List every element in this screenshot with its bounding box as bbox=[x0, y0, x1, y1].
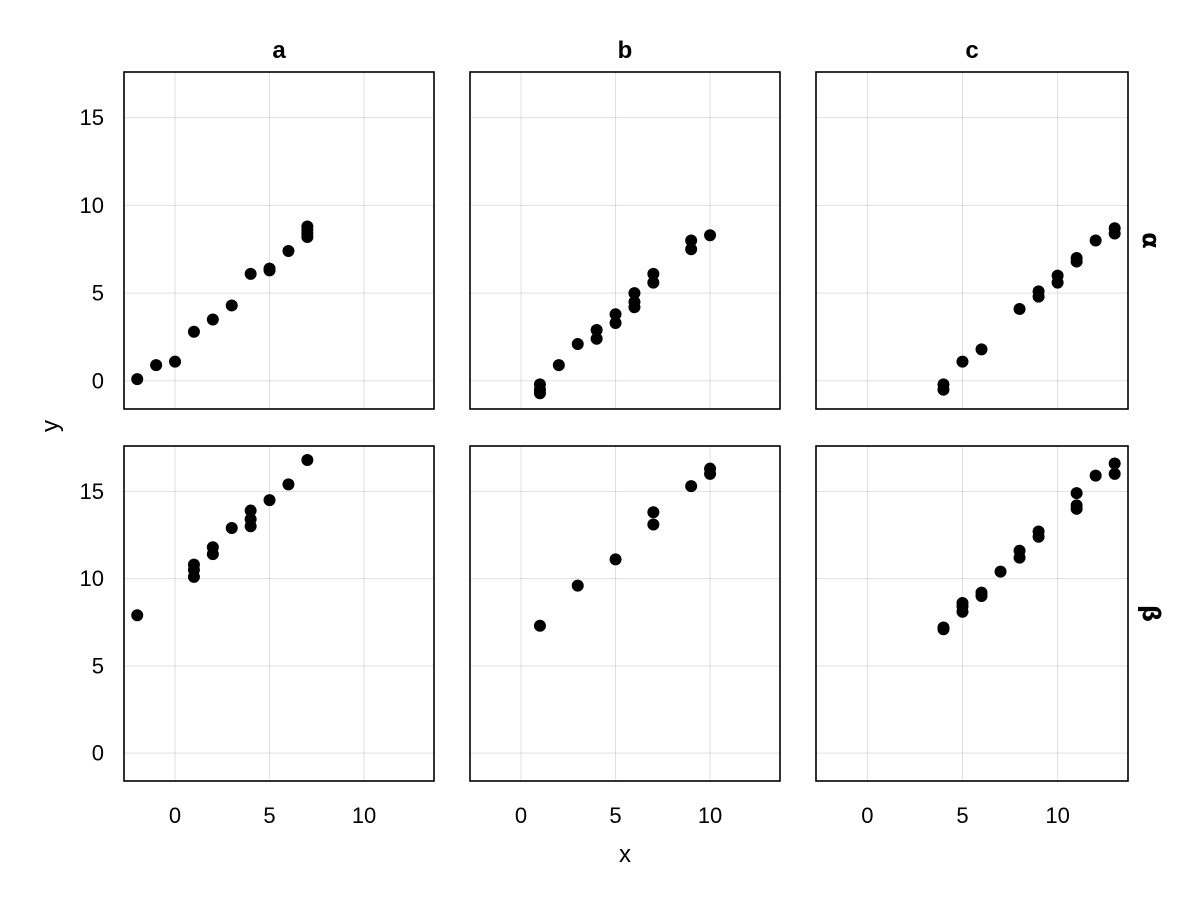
scatter-point bbox=[685, 243, 698, 256]
x-tick-label: 10 bbox=[698, 803, 722, 828]
scatter-point bbox=[225, 299, 238, 312]
scatter-point bbox=[590, 332, 603, 345]
y-tick-label: 10 bbox=[80, 566, 104, 591]
scatter-point bbox=[647, 506, 660, 519]
scatter-point bbox=[647, 276, 660, 289]
scatter-point bbox=[1070, 487, 1083, 500]
scatter-point bbox=[975, 343, 988, 356]
scatter-point bbox=[301, 453, 314, 466]
scatter-point bbox=[206, 313, 219, 326]
x-tick-label: 0 bbox=[515, 803, 527, 828]
x-tick-label: 10 bbox=[352, 803, 376, 828]
scatter-point bbox=[1108, 457, 1121, 470]
y-tick-label: 5 bbox=[92, 281, 104, 306]
x-tick-label: 5 bbox=[263, 803, 275, 828]
scatter-point bbox=[1108, 222, 1121, 235]
scatter-point bbox=[956, 355, 969, 368]
scatter-point bbox=[937, 378, 950, 391]
scatter-point bbox=[1032, 525, 1045, 538]
scatter-point bbox=[1089, 234, 1102, 247]
scatter-point bbox=[571, 338, 584, 351]
scatter-point bbox=[282, 478, 295, 491]
panel-frame bbox=[469, 445, 781, 782]
scatter-point bbox=[647, 267, 660, 280]
y-tick-label: 15 bbox=[80, 479, 104, 504]
scatter-point bbox=[206, 541, 219, 554]
scatter-point bbox=[533, 378, 546, 391]
x-tick-label: 10 bbox=[1045, 803, 1069, 828]
x-tick-label: 0 bbox=[169, 803, 181, 828]
scatter-point bbox=[1013, 544, 1026, 557]
scatter-point bbox=[282, 245, 295, 258]
panel-frame bbox=[123, 71, 435, 410]
scatter-point bbox=[937, 621, 950, 634]
y-tick-label: 15 bbox=[80, 105, 104, 130]
scatter-point bbox=[244, 267, 257, 280]
scatter-point bbox=[609, 553, 622, 566]
column-title: a bbox=[272, 37, 286, 64]
scatter-point bbox=[994, 565, 1007, 578]
scatter-point bbox=[609, 308, 622, 321]
row-title: α bbox=[1137, 232, 1165, 249]
y-axis-label: y bbox=[37, 420, 64, 432]
scatter-point bbox=[1013, 302, 1026, 315]
scatter-point bbox=[628, 287, 641, 300]
scatter-point bbox=[169, 355, 182, 368]
scatter-point bbox=[685, 234, 698, 247]
panel-frame bbox=[815, 71, 1129, 410]
y-tick-label: 5 bbox=[92, 653, 104, 678]
scatter-point bbox=[975, 586, 988, 599]
scatter-point bbox=[571, 579, 584, 592]
scatter-point bbox=[225, 522, 238, 535]
scatter-point bbox=[590, 324, 603, 337]
scatter-point bbox=[1089, 469, 1102, 482]
x-tick-label: 5 bbox=[956, 803, 968, 828]
points-layer bbox=[131, 220, 1121, 636]
scatter-point bbox=[1108, 467, 1121, 480]
column-title: b bbox=[618, 37, 633, 64]
x-axis-label: x bbox=[619, 841, 631, 868]
panel-frame bbox=[123, 445, 435, 782]
x-tick-label: 0 bbox=[861, 803, 873, 828]
scatter-point bbox=[647, 518, 660, 531]
scatter-point bbox=[263, 262, 276, 275]
scatter-point bbox=[1070, 252, 1083, 265]
y-tick-label: 10 bbox=[80, 193, 104, 218]
column-title: c bbox=[965, 37, 978, 64]
scatter-point bbox=[533, 619, 546, 632]
scatter-point bbox=[1051, 269, 1064, 282]
scatter-point bbox=[704, 229, 717, 242]
scatter-point bbox=[244, 513, 257, 526]
scatter-point bbox=[150, 359, 163, 372]
scatter-point bbox=[685, 480, 698, 493]
labels-layer: a b c α β 0 5 10 0 5 10 0 5 10 0 5 10 15 0 5 10 15 x y bbox=[37, 37, 1165, 868]
scatter-point bbox=[187, 325, 200, 338]
scatter-point bbox=[1070, 499, 1083, 512]
scatter-point bbox=[263, 494, 276, 507]
scatter-point bbox=[131, 373, 144, 386]
scatter-point bbox=[301, 220, 314, 233]
frames-layer bbox=[123, 71, 1129, 782]
row-title: β bbox=[1137, 605, 1165, 622]
scatter-point bbox=[704, 462, 717, 475]
scatter-point bbox=[131, 609, 144, 622]
scatter-point bbox=[609, 316, 622, 329]
y-tick-label: 0 bbox=[92, 741, 104, 766]
y-tick-label: 0 bbox=[92, 368, 104, 393]
scatter-point bbox=[956, 597, 969, 610]
scatter-point bbox=[1032, 285, 1045, 298]
scatter-point bbox=[187, 558, 200, 571]
scatter-point bbox=[628, 295, 641, 308]
panel-frame bbox=[469, 71, 781, 410]
scatter-point bbox=[552, 359, 565, 372]
scatter-point bbox=[244, 504, 257, 517]
panel-frame bbox=[815, 445, 1129, 782]
grid-layer bbox=[124, 72, 1128, 781]
x-tick-label: 5 bbox=[609, 803, 621, 828]
